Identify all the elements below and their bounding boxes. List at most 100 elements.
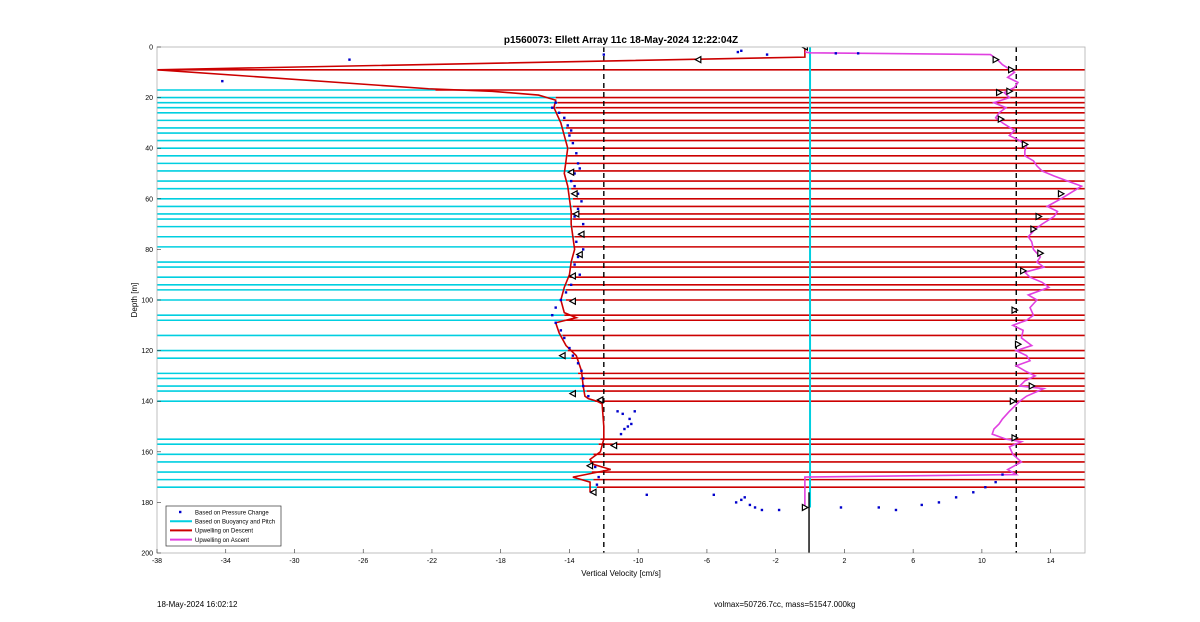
pressure-point bbox=[571, 141, 575, 145]
pressure-point bbox=[568, 346, 571, 350]
pressure-point bbox=[576, 207, 580, 211]
ascent-marker bbox=[992, 55, 1000, 64]
pressure-point bbox=[630, 422, 633, 426]
x-tick-label: 10 bbox=[978, 558, 986, 565]
descent-marker bbox=[585, 461, 594, 470]
pressure-point bbox=[839, 506, 843, 509]
descent-marker bbox=[589, 488, 597, 497]
ascent-marker bbox=[995, 88, 1004, 97]
legend-swatch-dot bbox=[179, 510, 182, 514]
descent-marker bbox=[568, 271, 576, 280]
pressure-point bbox=[777, 508, 781, 512]
footer-vol-mass: volmax=50726.7cc, mass=51547.000kg bbox=[714, 600, 856, 609]
pressure-point bbox=[623, 427, 626, 431]
x-axis-label: Vertical Velocity [cm/s] bbox=[581, 569, 661, 578]
pressure-point bbox=[568, 134, 571, 137]
pressure-point bbox=[573, 263, 576, 266]
pressure-point bbox=[765, 53, 769, 56]
legend-label: Based on Pressure Change bbox=[195, 510, 269, 516]
pressure-point bbox=[734, 501, 738, 504]
pressure-point bbox=[877, 506, 880, 509]
descent-marker bbox=[577, 230, 585, 239]
pressure-point bbox=[573, 172, 576, 175]
pressure-point bbox=[581, 248, 585, 251]
x-tick-label: 6 bbox=[911, 558, 915, 565]
y-tick-label: 60 bbox=[145, 196, 153, 203]
pressure-point bbox=[559, 329, 563, 332]
x-tick-label: -38 bbox=[152, 558, 162, 565]
pressure-point bbox=[753, 506, 757, 509]
ascent-marker bbox=[1037, 249, 1045, 258]
pressure-point bbox=[578, 167, 581, 170]
pressure-point bbox=[559, 298, 563, 302]
descent-marker bbox=[575, 250, 583, 259]
pressure-point bbox=[645, 493, 648, 497]
ascent-marker bbox=[997, 115, 1006, 124]
pressure-point bbox=[619, 432, 623, 436]
x-tick-label: -18 bbox=[496, 558, 506, 565]
pressure-point bbox=[856, 52, 860, 55]
pressure-point bbox=[937, 501, 941, 504]
pressure-point bbox=[595, 483, 599, 486]
ascent-profile-line bbox=[804, 51, 1084, 508]
descent-marker bbox=[596, 395, 604, 404]
x-tick-label: -14 bbox=[564, 558, 574, 565]
pressure-point bbox=[736, 50, 740, 54]
pressure-point bbox=[1001, 473, 1004, 476]
pressure-point bbox=[554, 306, 557, 309]
pressure-point bbox=[984, 486, 987, 489]
pressure-point bbox=[221, 79, 224, 83]
pressure-point bbox=[580, 200, 583, 203]
descent-marker bbox=[566, 168, 575, 177]
pressure-point bbox=[740, 498, 743, 502]
x-tick-label: -6 bbox=[704, 558, 710, 565]
pressure-point bbox=[760, 508, 764, 512]
pressure-point bbox=[972, 491, 975, 494]
pressure-point bbox=[575, 240, 578, 244]
pressure-point bbox=[740, 49, 743, 52]
pressure-point bbox=[569, 179, 573, 183]
ascent-marker bbox=[1008, 65, 1016, 74]
pressure-point bbox=[571, 354, 575, 357]
descent-marker bbox=[568, 297, 576, 306]
plot-inner bbox=[157, 47, 1085, 553]
pressure-point bbox=[621, 412, 624, 416]
pressure-point bbox=[578, 273, 581, 276]
pressure-point bbox=[554, 321, 557, 324]
y-tick-label: 100 bbox=[141, 298, 153, 305]
pressure-point bbox=[834, 52, 838, 55]
descent-marker bbox=[800, 47, 808, 52]
ascent-marker bbox=[1020, 266, 1028, 275]
pressure-point bbox=[712, 493, 715, 497]
y-axis-label: Depth [m] bbox=[130, 283, 139, 318]
pressure-point bbox=[587, 394, 590, 398]
pressure-point bbox=[954, 496, 958, 499]
pressure-point bbox=[348, 58, 351, 61]
pressure-point bbox=[557, 111, 561, 114]
pressure-point bbox=[573, 184, 576, 188]
ascent-marker bbox=[1030, 225, 1038, 234]
y-tick-label: 80 bbox=[145, 247, 153, 254]
chart-title: p1560073: Ellett Array 11c 18-May-2024 1… bbox=[504, 35, 738, 46]
legend-label: Upwelling on Ascent bbox=[195, 538, 249, 544]
y-tick-label: 120 bbox=[141, 348, 153, 355]
pressure-point bbox=[581, 377, 585, 380]
pressure-point bbox=[563, 116, 566, 120]
pressure-point bbox=[581, 384, 585, 388]
pressure-point bbox=[581, 222, 585, 226]
pressure-point bbox=[920, 503, 923, 507]
plot-area: -38 -34 -30 -26 -22 -18 -14 -10 -6 -2 2 6 10 14020406… bbox=[141, 45, 1086, 565]
pressure-point bbox=[554, 101, 557, 104]
ascent-marker bbox=[1021, 140, 1030, 149]
pressure-point bbox=[894, 508, 898, 512]
pressure-point bbox=[576, 255, 580, 259]
descent-marker bbox=[572, 209, 580, 218]
footer-timestamp: 18-May-2024 16:02:12 bbox=[157, 600, 238, 609]
pressure-point bbox=[575, 152, 578, 155]
y-tick-label: 180 bbox=[141, 500, 153, 507]
legend-label: Upwelling on Descent bbox=[195, 529, 253, 535]
pressure-point bbox=[597, 475, 600, 479]
pressure-point bbox=[573, 215, 576, 218]
pressure-point bbox=[743, 496, 746, 499]
